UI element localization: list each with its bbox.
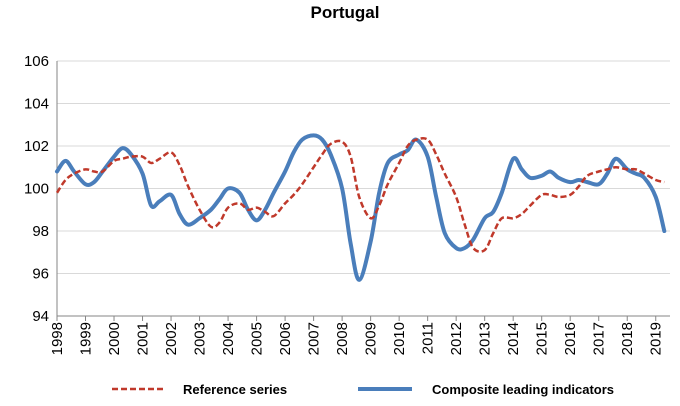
x-tick-label: 2013 — [477, 322, 494, 355]
x-tick-label: 2009 — [363, 322, 380, 355]
y-tick-label: 94 — [32, 308, 49, 325]
legend-label: Reference series — [183, 382, 287, 397]
x-tick-label: 2012 — [448, 322, 465, 355]
legend-reference-series: Reference series — [112, 382, 287, 397]
legend-composite-leading-indicators: Composite leading indicators — [358, 382, 614, 397]
x-tick-label: 2016 — [562, 322, 579, 355]
y-tick-label: 104 — [24, 96, 49, 113]
y-tick-label: 98 — [32, 223, 49, 240]
y-tick-label: 96 — [32, 266, 49, 283]
axes: 94 96 98 100 102 104 106 1998 1999 2000 2001 2002 20… — [24, 53, 670, 355]
x-tick-label: 2010 — [391, 322, 408, 355]
x-tick-label: 2017 — [591, 322, 608, 355]
legend-label: Composite leading indicators — [432, 382, 614, 397]
composite-leading-indicators-line — [55, 133, 667, 282]
legend: Reference series Composite leading indica… — [112, 382, 614, 397]
y-tick-label: 106 — [24, 53, 49, 70]
x-tick-label: 2002 — [163, 322, 180, 355]
x-tick-label: 2006 — [277, 322, 294, 355]
series-lines — [55, 133, 667, 282]
y-tick-label: 100 — [24, 181, 49, 198]
chart-title: Portugal — [311, 3, 380, 22]
reference-series-line — [55, 137, 665, 253]
x-tick-label: 1999 — [78, 322, 95, 355]
x-tick-label: 2014 — [505, 322, 522, 355]
y-tick-label: 102 — [24, 138, 49, 155]
grid — [57, 60, 670, 317]
x-tick-label: 1998 — [49, 322, 66, 355]
x-tick-label: 2000 — [106, 322, 123, 355]
x-tick-label: 2011 — [420, 322, 437, 354]
x-tick-label: 2003 — [192, 322, 209, 355]
x-tick-label: 2004 — [220, 322, 237, 355]
x-tick-label: 2001 — [135, 322, 152, 355]
x-tick-label: 2018 — [619, 322, 636, 355]
x-tick-label: 2007 — [306, 322, 323, 355]
x-tick-label: 2019 — [648, 322, 665, 355]
x-tick-label: 2015 — [534, 322, 551, 355]
x-tick-label: 2008 — [334, 322, 351, 355]
x-tick-label: 2005 — [249, 322, 266, 355]
